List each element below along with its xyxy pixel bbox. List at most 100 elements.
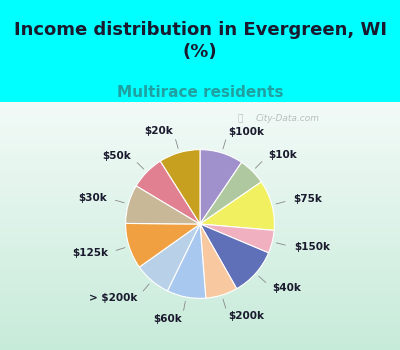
Bar — [0, 109, 400, 111]
Bar — [0, 323, 400, 325]
Wedge shape — [200, 162, 261, 224]
Bar — [0, 290, 400, 293]
Bar — [0, 139, 400, 141]
Bar — [0, 156, 400, 159]
Wedge shape — [136, 161, 200, 224]
Bar — [0, 183, 400, 186]
Wedge shape — [168, 224, 206, 298]
Bar — [0, 340, 400, 343]
Bar — [0, 206, 400, 208]
Bar — [0, 226, 400, 228]
Bar — [0, 313, 400, 315]
Text: City-Data.com: City-Data.com — [256, 114, 320, 124]
Text: Income distribution in Evergreen, WI
(%): Income distribution in Evergreen, WI (%) — [14, 21, 386, 61]
Bar — [0, 119, 400, 121]
Bar — [0, 188, 400, 191]
Bar — [0, 253, 400, 255]
Bar — [0, 268, 400, 271]
Bar — [0, 315, 400, 318]
Bar — [0, 161, 400, 164]
Bar — [0, 275, 400, 278]
Bar — [0, 233, 400, 236]
Bar — [0, 151, 400, 154]
Text: $100k: $100k — [228, 127, 264, 136]
Bar — [0, 263, 400, 266]
Bar — [0, 178, 400, 181]
Bar — [0, 154, 400, 156]
Bar — [0, 332, 400, 335]
Text: $40k: $40k — [272, 283, 301, 293]
Bar — [0, 111, 400, 114]
Bar — [0, 164, 400, 166]
Bar — [0, 186, 400, 188]
Bar — [0, 223, 400, 226]
Bar — [0, 134, 400, 136]
Bar — [0, 198, 400, 201]
Bar — [0, 203, 400, 206]
Bar — [0, 102, 400, 104]
Bar — [0, 280, 400, 283]
Bar — [0, 141, 400, 144]
Bar — [0, 251, 400, 253]
Bar — [0, 146, 400, 149]
Wedge shape — [160, 149, 200, 224]
Text: Multirace residents: Multirace residents — [117, 85, 283, 100]
Text: $30k: $30k — [78, 193, 107, 203]
Bar — [0, 171, 400, 174]
Bar — [0, 159, 400, 161]
Bar — [0, 273, 400, 275]
Text: $125k: $125k — [72, 248, 108, 258]
Bar — [0, 278, 400, 280]
Bar — [0, 337, 400, 340]
Bar — [0, 318, 400, 320]
Text: $150k: $150k — [294, 242, 330, 252]
Bar — [0, 348, 400, 350]
Bar — [0, 228, 400, 231]
Bar — [0, 308, 400, 310]
Bar — [0, 169, 400, 171]
Bar — [0, 174, 400, 176]
Text: $60k: $60k — [153, 314, 182, 324]
Bar — [0, 144, 400, 146]
Wedge shape — [200, 224, 237, 298]
Text: $50k: $50k — [102, 152, 131, 161]
Bar — [0, 258, 400, 260]
Bar — [0, 238, 400, 241]
Bar — [0, 218, 400, 221]
Bar — [0, 241, 400, 243]
Text: > $200k: > $200k — [89, 293, 138, 303]
Wedge shape — [200, 224, 274, 253]
Bar — [0, 243, 400, 246]
Text: $20k: $20k — [144, 126, 173, 136]
Bar — [0, 166, 400, 169]
Bar — [0, 328, 400, 330]
Bar — [0, 114, 400, 117]
Wedge shape — [200, 182, 274, 230]
Bar — [0, 131, 400, 134]
Bar — [0, 231, 400, 233]
Wedge shape — [126, 186, 200, 224]
Bar — [0, 149, 400, 151]
Bar — [0, 288, 400, 290]
Bar — [0, 121, 400, 124]
Text: $200k: $200k — [228, 312, 264, 321]
Bar — [0, 191, 400, 194]
Bar — [0, 196, 400, 198]
Bar — [0, 104, 400, 106]
Bar — [0, 216, 400, 218]
Bar — [0, 201, 400, 203]
Bar — [0, 248, 400, 251]
Bar — [0, 285, 400, 288]
Bar — [0, 208, 400, 211]
Wedge shape — [200, 149, 242, 224]
Bar — [0, 335, 400, 337]
Bar — [0, 271, 400, 273]
Bar — [0, 260, 400, 263]
Wedge shape — [200, 224, 268, 289]
Bar — [0, 345, 400, 348]
Bar — [0, 330, 400, 332]
Bar — [0, 211, 400, 213]
Bar — [0, 129, 400, 131]
Bar — [0, 293, 400, 295]
Bar — [0, 256, 400, 258]
